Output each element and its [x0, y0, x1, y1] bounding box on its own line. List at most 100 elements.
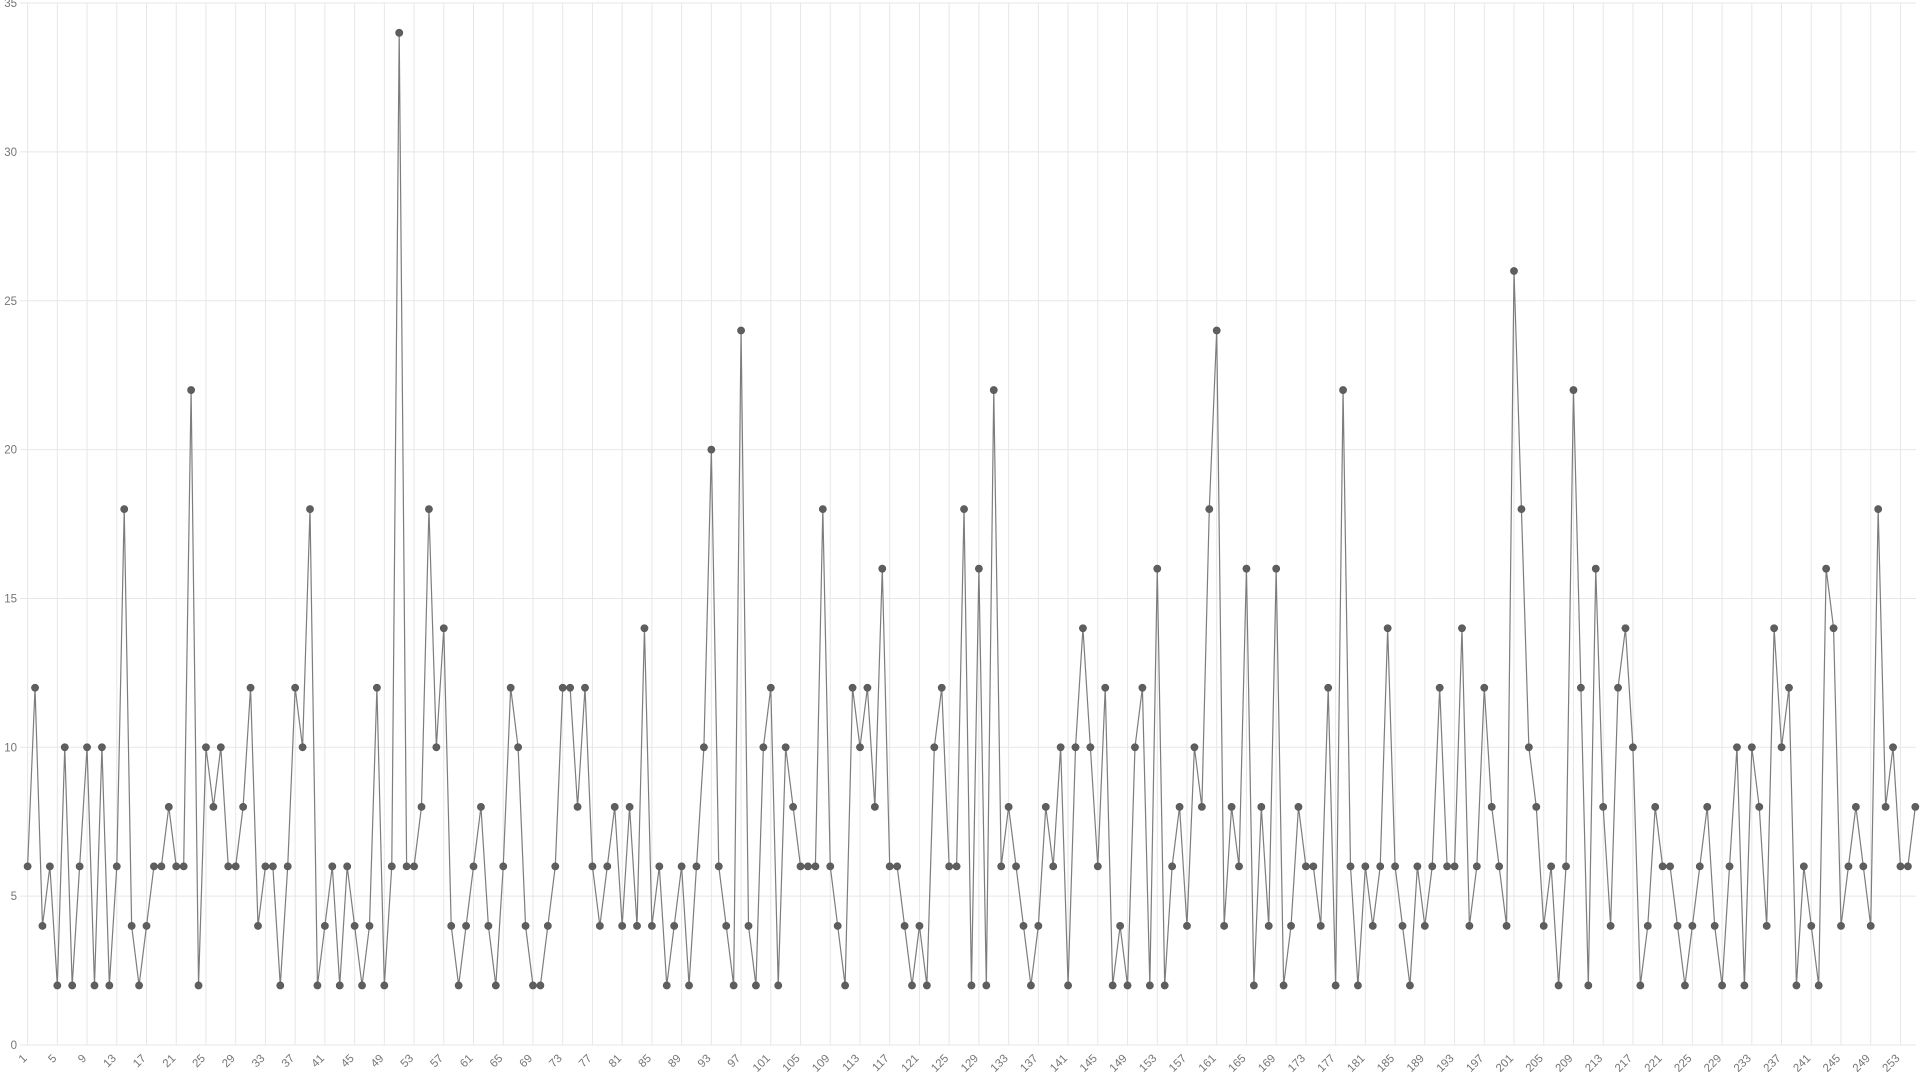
- data-point[interactable]: [1145, 981, 1154, 990]
- data-point[interactable]: [187, 386, 196, 394]
- data-point[interactable]: [120, 505, 129, 514]
- data-point[interactable]: [796, 862, 805, 871]
- data-point[interactable]: [1346, 862, 1355, 871]
- data-point[interactable]: [960, 505, 968, 514]
- data-point[interactable]: [1406, 981, 1414, 990]
- data-point[interactable]: [729, 981, 738, 990]
- data-point[interactable]: [514, 743, 523, 752]
- data-point[interactable]: [841, 981, 850, 990]
- data-point[interactable]: [1428, 862, 1437, 871]
- data-point[interactable]: [358, 981, 366, 990]
- data-point[interactable]: [967, 981, 976, 990]
- data-point[interactable]: [402, 862, 411, 871]
- data-point[interactable]: [1101, 683, 1110, 692]
- data-point[interactable]: [1220, 922, 1229, 930]
- data-point[interactable]: [707, 445, 716, 454]
- data-point[interactable]: [885, 862, 894, 871]
- data-point[interactable]: [766, 683, 775, 692]
- data-point[interactable]: [1257, 802, 1266, 811]
- data-point[interactable]: [477, 802, 485, 811]
- data-point[interactable]: [647, 922, 656, 930]
- data-point[interactable]: [908, 981, 916, 990]
- data-point[interactable]: [1420, 922, 1429, 930]
- data-point[interactable]: [1502, 922, 1511, 930]
- data-point[interactable]: [53, 981, 62, 990]
- data-point[interactable]: [1755, 802, 1764, 811]
- data-point[interactable]: [224, 862, 233, 871]
- data-point[interactable]: [1383, 624, 1392, 633]
- data-point[interactable]: [90, 981, 99, 990]
- data-point[interactable]: [1012, 862, 1020, 871]
- data-point[interactable]: [1205, 505, 1214, 514]
- data-point[interactable]: [1554, 981, 1563, 990]
- data-point[interactable]: [1666, 862, 1674, 871]
- data-point[interactable]: [781, 743, 790, 752]
- data-point[interactable]: [870, 802, 879, 811]
- data-point[interactable]: [1064, 981, 1072, 990]
- data-point[interactable]: [1517, 505, 1526, 514]
- data-point[interactable]: [157, 862, 166, 871]
- data-point[interactable]: [1576, 683, 1585, 692]
- data-point[interactable]: [1658, 862, 1667, 871]
- data-point[interactable]: [1131, 743, 1139, 752]
- data-point[interactable]: [789, 802, 797, 811]
- data-point[interactable]: [581, 683, 589, 692]
- data-point[interactable]: [1889, 743, 1897, 752]
- data-point[interactable]: [112, 862, 121, 871]
- data-point[interactable]: [640, 624, 649, 633]
- data-point[interactable]: [1302, 862, 1310, 871]
- data-point[interactable]: [1272, 564, 1281, 573]
- data-point[interactable]: [246, 683, 255, 692]
- data-point[interactable]: [1851, 802, 1860, 811]
- data-point[interactable]: [410, 862, 418, 871]
- data-point[interactable]: [164, 802, 173, 811]
- data-point[interactable]: [633, 922, 641, 930]
- data-point[interactable]: [1049, 862, 1058, 871]
- data-point[interactable]: [974, 564, 983, 573]
- data-point[interactable]: [543, 922, 552, 930]
- data-point[interactable]: [1591, 564, 1600, 573]
- data-point[interactable]: [1108, 981, 1117, 990]
- data-point[interactable]: [1740, 981, 1749, 990]
- data-point[interactable]: [373, 683, 381, 692]
- data-point[interactable]: [98, 743, 106, 752]
- data-point[interactable]: [1034, 922, 1043, 930]
- data-point[interactable]: [1138, 683, 1147, 692]
- data-point[interactable]: [1413, 862, 1422, 871]
- data-point[interactable]: [759, 743, 768, 752]
- data-point[interactable]: [1480, 683, 1489, 692]
- data-point[interactable]: [1472, 862, 1481, 871]
- data-point[interactable]: [1391, 862, 1399, 871]
- data-point[interactable]: [529, 981, 537, 990]
- data-point[interactable]: [1190, 743, 1199, 752]
- data-point[interactable]: [1495, 862, 1504, 871]
- data-point[interactable]: [1227, 802, 1236, 811]
- data-point[interactable]: [298, 743, 307, 752]
- data-point[interactable]: [833, 922, 842, 930]
- data-point[interactable]: [900, 922, 909, 930]
- data-point[interactable]: [1175, 802, 1184, 811]
- data-point[interactable]: [1547, 862, 1556, 871]
- data-point[interactable]: [1443, 862, 1452, 871]
- data-point[interactable]: [1703, 802, 1712, 811]
- data-point[interactable]: [1458, 624, 1466, 633]
- data-point[interactable]: [1004, 802, 1013, 811]
- data-point[interactable]: [506, 683, 515, 692]
- data-point[interactable]: [1242, 564, 1251, 573]
- data-point[interactable]: [1487, 802, 1496, 811]
- data-point[interactable]: [1621, 624, 1630, 633]
- data-point[interactable]: [521, 922, 530, 930]
- data-point[interactable]: [1718, 981, 1726, 990]
- data-point[interactable]: [930, 743, 939, 752]
- data-point[interactable]: [261, 862, 270, 871]
- data-point[interactable]: [1294, 802, 1303, 811]
- data-point[interactable]: [588, 862, 597, 871]
- data-point[interactable]: [1398, 922, 1407, 930]
- data-point[interactable]: [804, 862, 812, 871]
- data-point[interactable]: [1777, 743, 1786, 752]
- data-point[interactable]: [1606, 922, 1615, 930]
- data-point[interactable]: [774, 981, 783, 990]
- data-point[interactable]: [1896, 862, 1905, 871]
- data-point[interactable]: [1212, 326, 1221, 335]
- data-point[interactable]: [268, 862, 277, 871]
